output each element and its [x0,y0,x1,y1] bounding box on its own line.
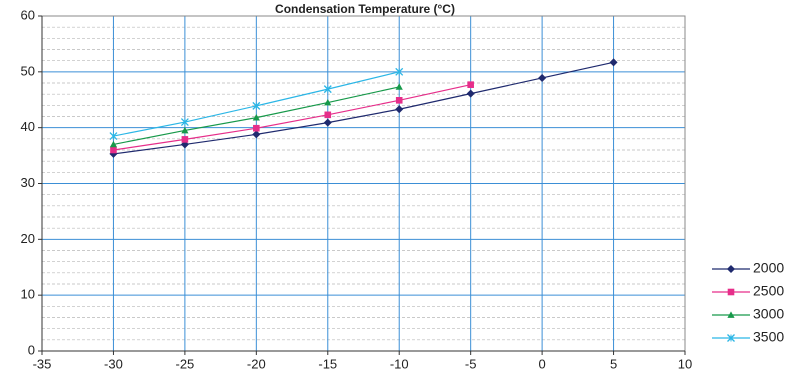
data-point-3000 [181,126,189,134]
y-tick-label: 30 [21,175,35,190]
data-point-2500 [110,146,117,154]
y-tick-label: 40 [21,119,35,134]
x-tick-label: 5 [610,357,617,372]
y-tick-label: 60 [21,7,35,22]
legend-label-2500: 2500 [753,283,784,299]
data-point-3000 [109,140,118,148]
series-group [109,58,618,158]
y-tick-label: 50 [21,63,35,78]
series-line-2000 [113,61,614,155]
data-point-3500 [109,132,118,141]
legend-marker-3000 [727,311,735,318]
minor-gridlines [42,26,685,341]
x-tick-label: -15 [318,357,337,372]
data-point-2500 [467,81,474,88]
data-point-2000 [395,105,404,114]
x-tick-label: -35 [33,357,52,372]
data-point-3500 [180,118,189,127]
legend-label-3500: 3500 [753,329,784,345]
legend-marker-2500 [727,288,735,296]
series-line-2500 [113,84,471,151]
x-tick-label: 10 [678,357,692,372]
data-point-2000 [466,89,475,98]
y-axis: 0 10 20 30 40 50 60 [21,7,43,357]
data-point-2000 [538,73,547,82]
data-point-3000 [252,114,260,121]
data-point-3000 [395,83,403,90]
x-tick-label: 0 [538,357,545,372]
legend-label-2000: 2000 [753,260,784,276]
x-tick-label: -25 [175,357,194,372]
data-point-3500 [323,85,332,94]
legend-marker-3500 [727,334,735,342]
x-axis: -35 -30 -25 -20 -15 -10 -5 0 5 10 [33,350,692,372]
data-point-2000 [252,130,261,139]
x-tick-label: -20 [247,357,266,372]
data-point-3500 [252,101,261,110]
y-tick-label: 20 [21,231,35,246]
legend-marker-2000 [726,264,736,274]
x-tick-label: -10 [390,357,409,372]
y-tick-label: 10 [21,287,35,302]
data-point-2500 [324,111,332,119]
x-tick-label: -5 [465,357,477,372]
x-tick-label: -30 [104,357,123,372]
data-point-2000 [609,58,618,67]
data-point-2500 [395,97,403,104]
data-point-3500 [395,67,404,76]
data-point-2500 [253,124,260,132]
data-point-2000 [323,118,332,127]
y-tick-label: 0 [28,342,35,357]
chart-title: Condensation Temperature (°C) [275,2,455,16]
major-gridlines [42,16,685,351]
data-point-2500 [181,136,189,143]
legend-label-3000: 3000 [753,306,784,322]
data-point-3000 [324,98,332,106]
legend: 2000 2500 3000 3500 [712,260,784,345]
